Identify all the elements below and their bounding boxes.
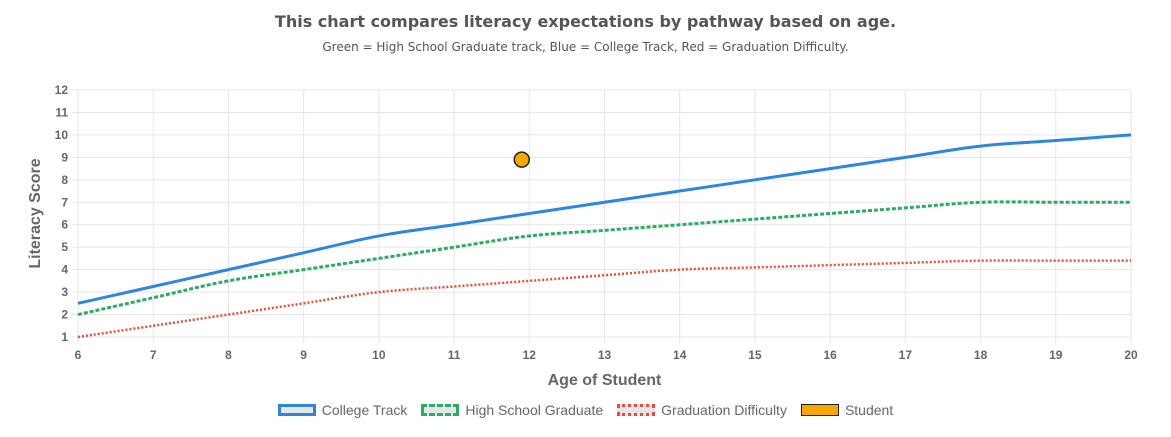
x-axis-ticks: 6 7 8 9 10 11 12 13 14 15 16 17 18 19 20 [75,348,1138,362]
legend-label: Student [844,402,894,418]
legend-swatch [617,404,656,416]
legend-item-high-school-graduate[interactable]: High School Graduate [421,402,603,418]
legend-swatch [800,404,839,416]
y-tick-label: 11 [55,105,68,119]
legend-item-graduation-difficulty[interactable]: Graduation Difficulty [617,402,787,418]
y-tick-label: 5 [61,240,68,254]
y-tick-label: 2 [61,308,68,322]
y-tick-label: 1 [61,330,68,344]
y-tick-label: 10 [55,128,69,142]
x-tick-label: 17 [899,348,913,362]
chart-title: This chart compares literacy expectation… [274,12,897,31]
x-tick-label: 7 [150,348,157,362]
series-layer [77,133,1132,339]
chart-subtitle: Green = High School Graduate track, Blue… [322,40,849,54]
y-tick-label: 7 [61,195,68,209]
x-tick-label: 16 [823,348,837,362]
legend-swatch [421,404,460,416]
x-tick-label: 18 [974,348,988,362]
y-tick-label: 8 [61,173,68,187]
x-tick-label: 9 [300,348,307,362]
x-tick-label: 6 [75,348,82,362]
x-axis-title: Age of Student [548,372,662,389]
x-tick-label: 15 [748,348,762,362]
legend-item-student[interactable]: Student [800,402,894,418]
y-tick-label: 6 [61,218,68,232]
student-point[interactable] [513,151,531,168]
x-tick-label: 11 [448,348,461,362]
legend-label: High School Graduate [465,402,604,418]
x-tick-label: 19 [1049,348,1063,362]
x-tick-label: 10 [372,348,386,362]
high-school-graduate-line [77,200,1131,317]
y-tick-label: 9 [61,150,68,164]
y-tick-label: 4 [61,263,68,277]
x-tick-label: 14 [673,348,687,362]
y-axis-title: Literacy Score [27,158,44,268]
y-tick-label: 12 [55,83,69,97]
legend-label: Graduation Difficulty [661,402,787,418]
x-tick-label: 8 [225,348,232,362]
legend-label: College Track [321,402,408,418]
line-chart: 6 7 8 9 10 11 12 13 14 15 16 17 18 19 20 1234567891011… [27,83,1138,389]
x-tick-label: 13 [598,348,612,362]
x-tick-label: 12 [523,348,537,362]
y-tick-label: 3 [61,285,68,299]
graduation-difficulty-line [77,259,1131,339]
legend: College Track High School Graduate Gradu… [0,402,1171,418]
legend-item-college-track[interactable]: College Track [277,402,408,418]
grid [72,89,1132,343]
x-tick-label: 20 [1124,348,1138,362]
legend-swatch [277,404,316,416]
college-track-line [77,133,1132,305]
